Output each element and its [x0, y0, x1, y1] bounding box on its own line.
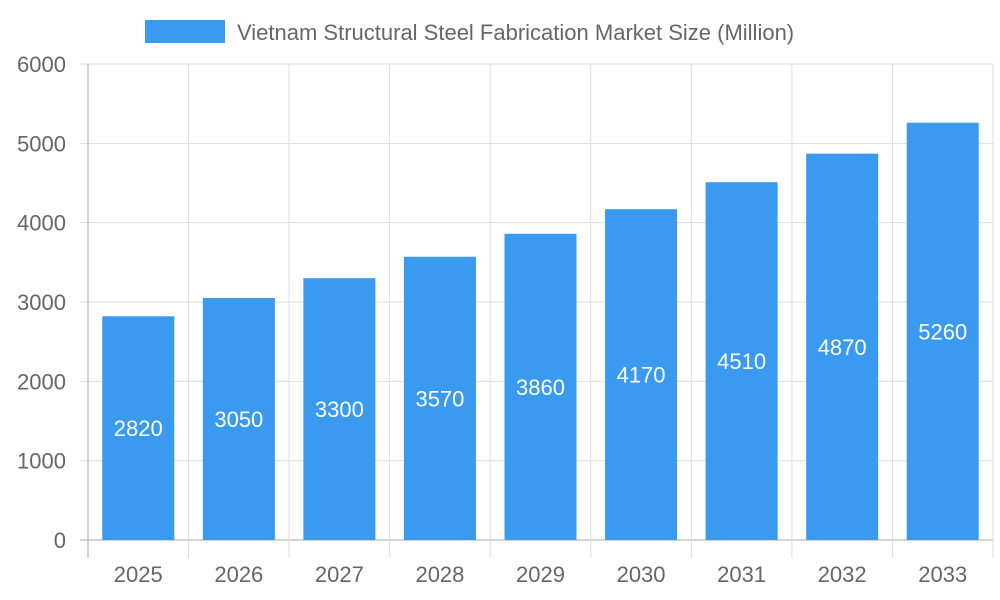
x-tick-label: 2025 [114, 562, 163, 587]
bar-2028 [403, 256, 476, 540]
legend: Vietnam Structural Steel Fabrication Mar… [145, 20, 794, 45]
legend-swatch [145, 20, 225, 43]
y-axis-ticks: 0 1000 2000 3000 4000 5000 6000 [17, 52, 66, 553]
x-tick-label: 2026 [214, 562, 263, 587]
x-tick-label: 2027 [315, 562, 364, 587]
bar-2032 [806, 153, 879, 540]
gridlines [80, 63, 994, 558]
bar-2029 [504, 233, 577, 541]
bar-2025 [102, 316, 175, 540]
data-label-2030: 4170 [617, 363, 666, 388]
y-tick-label: 1000 [17, 449, 66, 474]
x-tick-label: 2032 [818, 562, 867, 587]
bars [102, 122, 979, 541]
x-tick-label: 2030 [617, 562, 666, 587]
y-tick-label: 6000 [17, 52, 66, 77]
bar-2026 [202, 298, 275, 540]
y-tick-label: 2000 [17, 369, 66, 394]
data-label-2033: 5260 [918, 319, 967, 344]
x-tick-label: 2033 [918, 562, 967, 587]
bar-2030 [605, 209, 678, 540]
data-label-2027: 3300 [315, 397, 364, 422]
data-label-2026: 3050 [214, 407, 263, 432]
y-tick-label: 0 [54, 528, 66, 553]
bar-2033 [906, 122, 979, 540]
data-label-2025: 2820 [114, 416, 163, 441]
x-tick-label: 2029 [516, 562, 565, 587]
data-label-2031: 4510 [717, 349, 766, 374]
bar-2027 [303, 278, 376, 540]
y-tick-label: 3000 [17, 290, 66, 315]
data-label-2029: 3860 [516, 375, 565, 400]
x-tick-label: 2031 [717, 562, 766, 587]
data-label-2028: 3570 [415, 386, 464, 411]
y-tick-label: 5000 [17, 131, 66, 156]
x-axis-ticks: 2025 2026 2027 2028 2029 2030 2031 2032 2033 [114, 562, 967, 587]
data-label-2032: 4870 [818, 335, 867, 360]
legend-label: Vietnam Structural Steel Fabrication Mar… [237, 20, 794, 45]
x-tick-label: 2028 [415, 562, 464, 587]
bar-2031 [705, 182, 778, 540]
y-tick-label: 4000 [17, 211, 66, 236]
data-labels: 2820 3050 3300 3570 3860 4170 4510 4870 5260 [114, 319, 967, 441]
